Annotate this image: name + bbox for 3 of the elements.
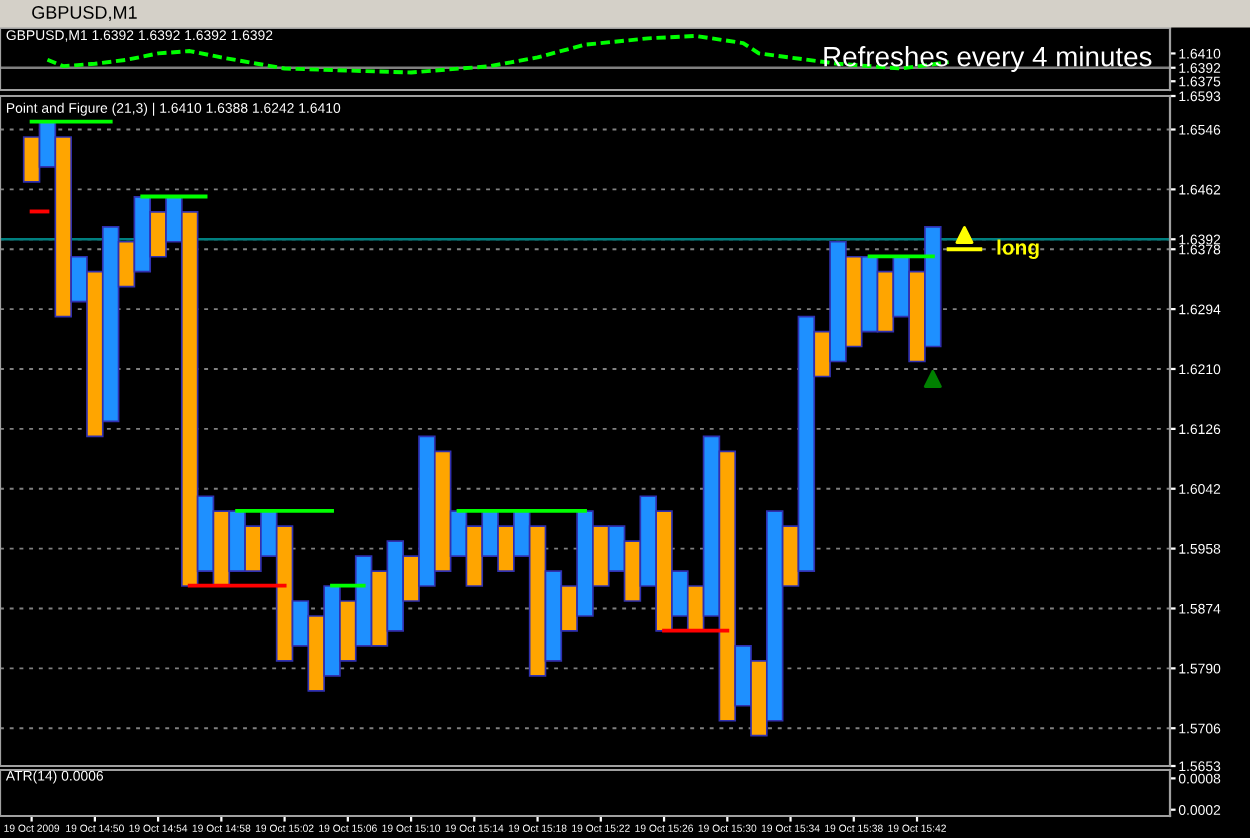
annotation: Refreshes every 4 minutes — [824, 46, 1152, 72]
chart-title: GBPUSD,M1 — [32, 6, 137, 21]
annotation: long — [997, 239, 1039, 259]
